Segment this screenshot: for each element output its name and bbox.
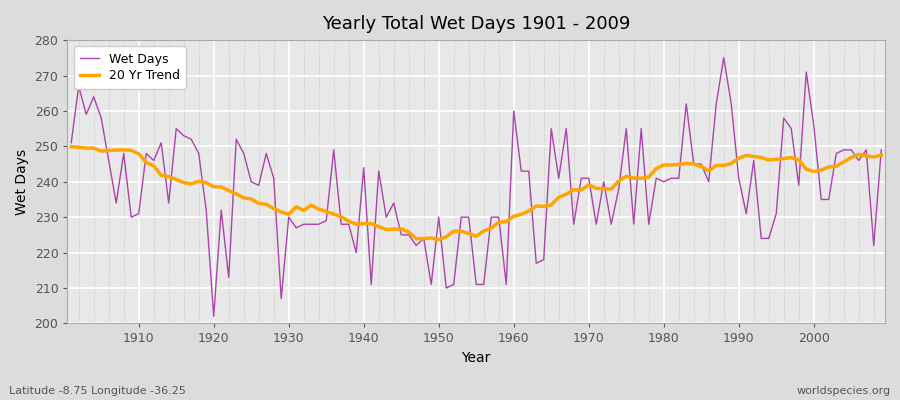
Wet Days xyxy=(516,169,526,174)
Legend: Wet Days, 20 Yr Trend: Wet Days, 20 Yr Trend xyxy=(74,46,186,89)
X-axis label: Year: Year xyxy=(462,351,490,365)
Wet Days xyxy=(508,108,519,113)
20 Yr Trend xyxy=(508,214,519,219)
Text: worldspecies.org: worldspecies.org xyxy=(796,386,891,396)
Wet Days xyxy=(66,140,77,145)
20 Yr Trend xyxy=(336,214,346,219)
Text: Latitude -8.75 Longitude -36.25: Latitude -8.75 Longitude -36.25 xyxy=(9,386,186,396)
Y-axis label: Wet Days: Wet Days xyxy=(15,149,29,215)
20 Yr Trend xyxy=(433,237,444,242)
Line: Wet Days: Wet Days xyxy=(71,58,881,316)
Wet Days xyxy=(718,56,729,60)
20 Yr Trend xyxy=(126,148,137,153)
Wet Days xyxy=(606,222,616,227)
20 Yr Trend xyxy=(516,212,526,217)
Line: 20 Yr Trend: 20 Yr Trend xyxy=(71,147,881,240)
Wet Days xyxy=(126,215,137,220)
20 Yr Trend xyxy=(876,153,886,158)
20 Yr Trend xyxy=(606,187,616,192)
Wet Days xyxy=(343,222,354,227)
Wet Days xyxy=(208,314,219,319)
Wet Days xyxy=(876,148,886,152)
20 Yr Trend xyxy=(291,204,302,209)
Title: Yearly Total Wet Days 1901 - 2009: Yearly Total Wet Days 1901 - 2009 xyxy=(322,15,630,33)
Wet Days xyxy=(298,222,309,227)
20 Yr Trend xyxy=(66,144,77,149)
